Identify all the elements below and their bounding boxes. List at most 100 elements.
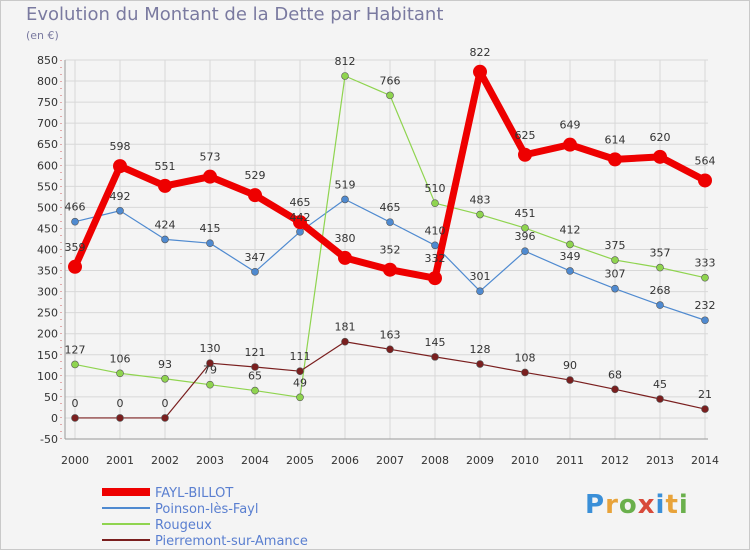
data-label: 483 (470, 194, 491, 207)
data-label: 68 (608, 368, 622, 381)
data-label: 145 (425, 336, 446, 349)
logo-letter: r (605, 490, 619, 520)
data-label: 396 (515, 230, 536, 243)
data-point (341, 72, 349, 80)
data-point (473, 64, 487, 79)
data-label: 564 (695, 154, 716, 167)
logo-letter: i (678, 490, 689, 520)
data-label: 573 (200, 151, 221, 164)
x-tick-label: 2003 (196, 454, 224, 467)
data-point (206, 239, 214, 247)
data-label: 357 (650, 247, 671, 260)
y-tick-label: 250 (37, 307, 58, 320)
x-tick-label: 2005 (286, 454, 314, 467)
data-label: 766 (380, 74, 401, 87)
data-label: 301 (470, 270, 491, 283)
y-tick-label: 650 (37, 138, 58, 151)
data-point (701, 405, 709, 413)
data-label: 415 (200, 222, 221, 235)
data-label: 0 (162, 397, 169, 410)
data-point (611, 284, 619, 293)
y-tick-label: 300 (37, 286, 58, 299)
proxiti-logo: Proxiti (585, 490, 689, 520)
data-point (656, 263, 664, 272)
data-point (251, 363, 259, 371)
data-point (611, 256, 619, 264)
data-label: 108 (515, 351, 536, 364)
data-point (386, 91, 394, 100)
chart-subtitle: (en €) (26, 29, 59, 42)
legend-label: Poinson-lès-Fayl (155, 502, 258, 517)
data-point (566, 376, 574, 384)
x-tick-label: 2008 (421, 454, 449, 467)
logo-letter: t (665, 490, 679, 520)
data-point (608, 152, 622, 167)
data-point (341, 195, 349, 204)
data-point (341, 337, 349, 346)
data-point (386, 218, 394, 226)
data-point (476, 287, 484, 295)
data-label: 492 (110, 190, 131, 203)
y-tick-label: 50 (44, 391, 58, 404)
data-label: 0 (117, 397, 124, 410)
data-point (431, 199, 439, 207)
legend-label: Rougeux (155, 518, 212, 533)
data-label: 412 (560, 223, 581, 236)
data-label: 424 (155, 218, 176, 231)
data-label: 465 (290, 196, 311, 209)
data-point (71, 414, 79, 422)
y-tick-label: 0 (51, 412, 58, 425)
data-point (338, 250, 352, 265)
legend: FAYL-BILLOTPoinson-lès-FaylRougeuxPierre… (102, 486, 308, 549)
data-point (116, 369, 124, 378)
y-tick-label: 200 (37, 328, 58, 341)
data-label: 93 (158, 358, 172, 371)
data-point (428, 271, 442, 286)
x-tick-label: 2007 (376, 454, 404, 467)
data-point (653, 149, 667, 164)
data-label: 349 (560, 250, 581, 263)
data-point (116, 206, 124, 215)
data-point (431, 353, 439, 361)
data-point (158, 178, 172, 193)
data-point (566, 240, 574, 249)
x-tick-label: 2001 (106, 454, 134, 467)
data-label: 21 (698, 388, 712, 401)
data-point (656, 301, 664, 309)
data-label: 519 (335, 178, 356, 191)
x-tick-label: 2002 (151, 454, 179, 467)
data-point (566, 267, 574, 275)
data-point (296, 393, 304, 402)
data-point (161, 235, 169, 244)
data-label: 332 (425, 252, 446, 265)
data-label: 90 (563, 359, 577, 372)
data-point (476, 360, 484, 368)
data-point (113, 159, 127, 174)
data-point (701, 316, 709, 325)
data-label: 598 (110, 140, 131, 153)
axes: -500501001502002503003504004505005506006… (37, 54, 719, 467)
data-label: 465 (380, 201, 401, 214)
chart-title: Evolution du Montant de la Dette par Hab… (26, 4, 444, 25)
data-point (476, 210, 484, 219)
data-point (71, 360, 79, 369)
y-tick-label: 700 (37, 117, 58, 130)
data-label: 352 (380, 244, 401, 257)
data-point (116, 414, 124, 422)
x-tick-label: 2012 (601, 454, 629, 467)
data-label: 649 (560, 119, 581, 132)
data-label: 127 (65, 343, 86, 356)
x-tick-label: 2009 (466, 454, 494, 467)
data-label: 812 (335, 55, 356, 68)
series-group (68, 64, 712, 422)
y-tick-label: 450 (37, 222, 58, 235)
y-tick-label: 550 (37, 180, 58, 193)
data-label: 410 (425, 224, 446, 237)
data-point (161, 414, 169, 422)
data-point (656, 395, 664, 403)
data-label: 380 (335, 232, 356, 245)
data-point (431, 241, 439, 250)
data-point (206, 359, 214, 368)
data-point (518, 147, 532, 162)
